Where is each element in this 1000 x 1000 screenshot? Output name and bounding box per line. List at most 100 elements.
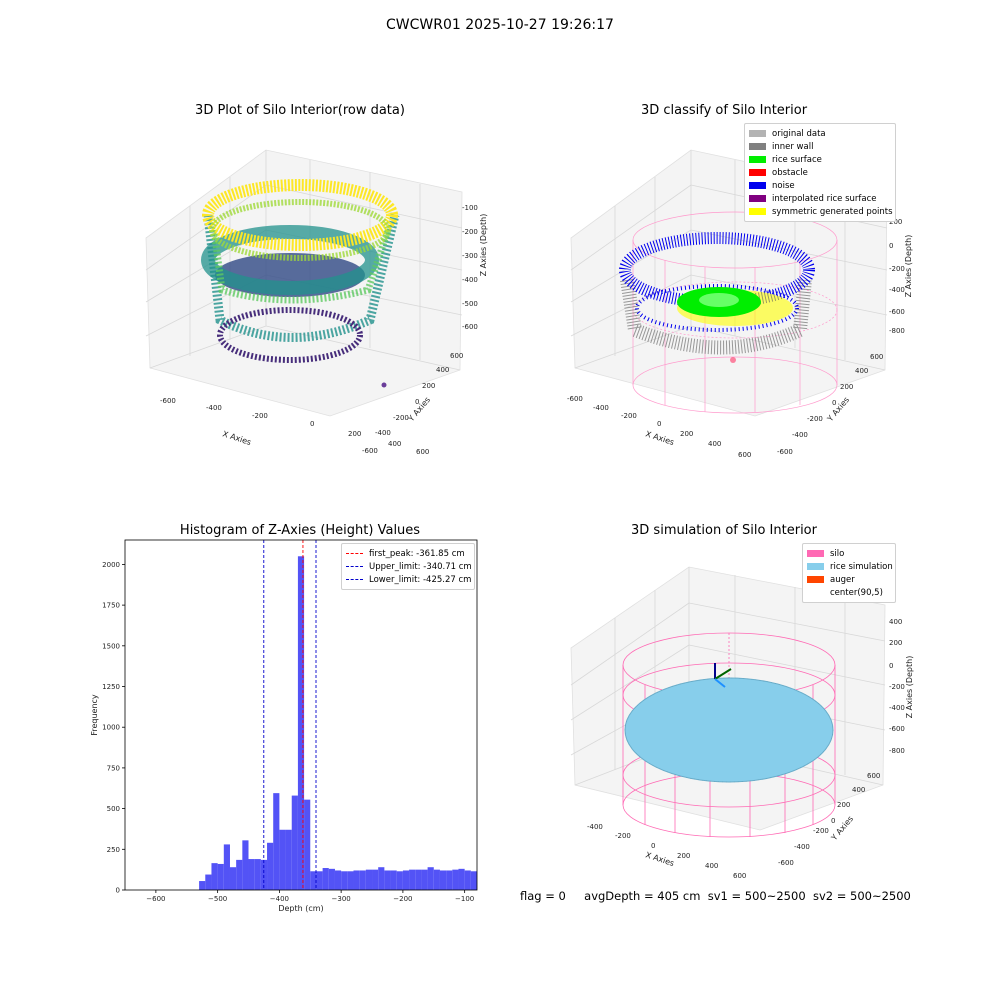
histogram-bar <box>267 842 274 890</box>
legend-entry: rice simulation <box>807 560 893 573</box>
y-tick-label: 0 <box>116 887 120 895</box>
histogram-bar <box>304 799 311 890</box>
histogram-bar <box>365 869 373 890</box>
histogram-bar <box>205 874 212 890</box>
legend-label: center(90,5) <box>830 587 883 598</box>
plot1-xtick: 400 <box>388 440 401 448</box>
plot3-histogram: −600 −500 −400 −300 −200 −100 0 250 500 750 1000 1… <box>90 539 478 913</box>
plot3-y-ticks: 0 250 500 750 1000 1250 1500 1750 2000 <box>102 561 125 895</box>
plot1-ytick: -400 <box>375 429 391 437</box>
plot3-frame <box>124 539 478 891</box>
histogram-bar <box>359 870 366 890</box>
y-tick-label: 250 <box>107 846 120 854</box>
histogram-bar <box>353 870 360 890</box>
plot1-ztick: -200 <box>462 228 478 236</box>
plot1-y-ticks: -600 -400 -200 0 200 400 600 <box>362 352 463 455</box>
plot4-x-ticks: -400 -200 0 200 400 600 <box>587 823 746 880</box>
plot1-z-ticks: -100 -200 -300 -400 -500 -600 <box>462 204 478 331</box>
legend-label: first_peak: -361.85 cm <box>369 548 465 559</box>
histogram-bar <box>334 870 342 890</box>
legend-entry: rice surface <box>749 153 891 166</box>
histogram-bar <box>310 871 317 890</box>
legend-label: original data <box>772 128 826 139</box>
legend-swatch <box>749 143 766 150</box>
plot2-xtick: 600 <box>738 451 751 459</box>
legend-entry: original data <box>749 127 891 140</box>
legend-label: silo <box>830 548 845 559</box>
plot1-ytick: 0 <box>415 398 419 406</box>
plot3-legend: first_peak: -361.85 cm Upper_limit: -340… <box>341 543 475 590</box>
plot2-ztick: 200 <box>889 218 902 226</box>
plot4-ztick: -800 <box>889 747 905 755</box>
plot4-xtick: 200 <box>677 852 690 860</box>
legend-label: symmetric generated points <box>772 206 893 217</box>
histogram-bar <box>396 871 403 890</box>
plot2-ztick: -600 <box>889 308 905 316</box>
histogram-bar <box>248 859 255 890</box>
plot1-xtick: 200 <box>348 430 361 438</box>
x-tick-label: −200 <box>393 895 412 903</box>
plot4-ytick: -600 <box>778 859 794 867</box>
plot2-xtick: 400 <box>708 440 721 448</box>
plot4-z-ticks: 400 200 0 -200 -400 -600 -800 <box>889 618 905 755</box>
histogram-bar <box>254 859 261 890</box>
histogram-bar <box>297 556 305 890</box>
plot4-ytick: 200 <box>837 801 850 809</box>
legend-label: noise <box>772 180 795 191</box>
plot2-ztick: 0 <box>889 242 893 250</box>
histogram-bar <box>378 867 385 890</box>
plot3-ylabel: Frequency <box>90 694 99 736</box>
legend-swatch <box>749 182 766 189</box>
plot4-legend: silo rice simulation auger center(90,5) <box>802 543 896 603</box>
histogram-bar <box>409 869 416 890</box>
plot3-xlabel: Depth (cm) <box>278 904 323 913</box>
plot4-y-ticks: -600 -400 -200 0 200 400 600 <box>778 772 880 867</box>
legend-entry: obstacle <box>749 166 891 179</box>
plot2-zlabel: Z Axies (Depth) <box>904 235 913 298</box>
histogram-bar <box>372 869 379 890</box>
plot1-xtick: -200 <box>252 412 268 420</box>
plot4-rice-surface <box>624 677 834 783</box>
histogram-bar <box>223 844 230 890</box>
y-tick-label: 750 <box>107 764 120 772</box>
legend-entry: Lower_limit: -425.27 cm <box>346 573 471 586</box>
legend-entry: auger <box>807 573 891 586</box>
x-tick-label: −100 <box>455 895 474 903</box>
histogram-bar <box>464 870 471 890</box>
plot1-ytick: 400 <box>436 366 449 374</box>
status-footer: flag = 0 avgDepth = 405 cm sv1 = 500~250… <box>520 889 911 903</box>
figure-title: CWCWR01 2025-10-27 19:26:17 <box>386 17 614 33</box>
plot2-x-ticks: -600 -400 -200 0 200 400 600 <box>567 395 751 459</box>
plot1-3d-scatter: -600 -400 -200 0 200 400 600 X Axies -60… <box>145 149 488 456</box>
legend-line <box>346 553 363 554</box>
histogram-bar <box>279 829 286 890</box>
plot1-xtick: -600 <box>160 397 176 405</box>
plot4-zlabel: Z Axies (Depth) <box>905 656 914 719</box>
plot4-ytick: 0 <box>831 817 835 825</box>
histogram-bar <box>452 869 459 890</box>
plot1-data-points <box>201 179 400 388</box>
y-tick-label: 1250 <box>102 683 120 691</box>
plot2-ytick: 200 <box>840 383 853 391</box>
plot4-ztick: -600 <box>889 725 905 733</box>
histogram-bar <box>427 867 434 890</box>
plot2-ytick: -600 <box>777 448 793 456</box>
histogram-bar <box>458 868 465 890</box>
legend-line <box>346 579 363 580</box>
histogram-bar <box>285 829 292 890</box>
plot2-xtick: -200 <box>621 412 637 420</box>
legend-label: Upper_limit: -340.71 cm <box>369 561 472 572</box>
histogram-bar <box>433 869 440 890</box>
plot2-ytick: -200 <box>807 415 823 423</box>
legend-swatch <box>807 550 824 557</box>
plot4-ytick: 600 <box>867 772 880 780</box>
legend-entry: Upper_limit: -340.71 cm <box>346 560 472 573</box>
x-tick-label: −600 <box>146 895 165 903</box>
plot2-ztick: -800 <box>889 327 905 335</box>
plot1-xtick: 0 <box>310 420 314 428</box>
legend-entry: inner wall <box>749 140 891 153</box>
histogram-bar <box>347 871 354 890</box>
histogram-bar <box>390 870 397 890</box>
legend-entry: silo <box>807 547 891 560</box>
plot2-ztick: -200 <box>889 265 905 273</box>
